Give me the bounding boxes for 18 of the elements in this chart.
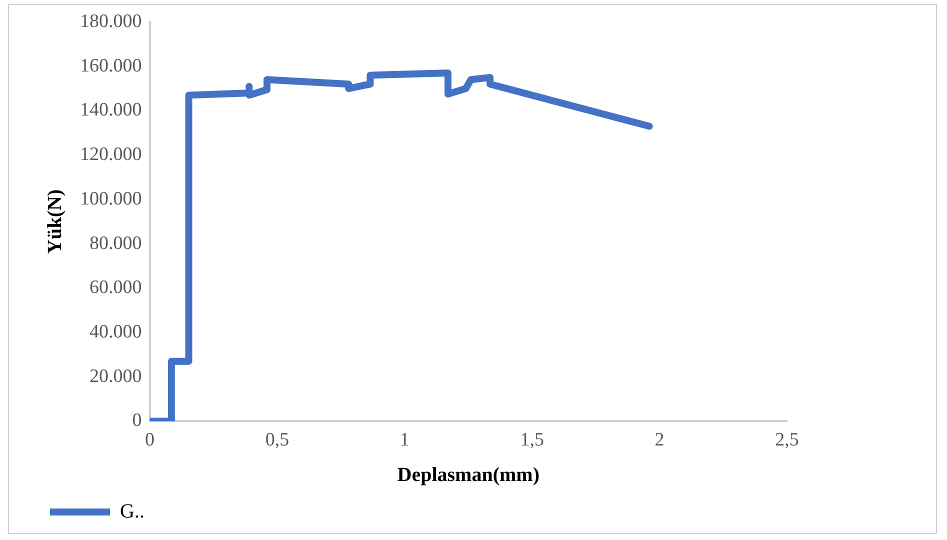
y-tick-label: 120.000 (80, 144, 142, 166)
x-tick-label: 2,5 (775, 430, 799, 451)
y-tick-label: 40.000 (90, 321, 142, 342)
x-tick-label: 1,5 (520, 430, 544, 451)
y-tick-label: 160.000 (80, 55, 142, 76)
y-axis-title: Yük(N) (44, 189, 66, 254)
y-tick-label: 100.000 (80, 188, 142, 210)
x-tick-label: 2 (654, 430, 664, 451)
x-tick-label: 0,5 (265, 430, 290, 451)
x-axis-title: Deplasman(mm) (397, 464, 540, 486)
y-tick-label: 180.000 (80, 10, 142, 32)
y-tick-label: 0 (132, 410, 142, 432)
y-tick-label: 140.000 (80, 100, 142, 121)
y-tick-label: 60.000 (90, 277, 142, 298)
x-tick-label: 1 (400, 430, 410, 451)
y-tick-label: 80.000 (90, 232, 142, 254)
legend-label: G.. (120, 500, 144, 522)
y-tick-label: 20.000 (90, 366, 142, 387)
